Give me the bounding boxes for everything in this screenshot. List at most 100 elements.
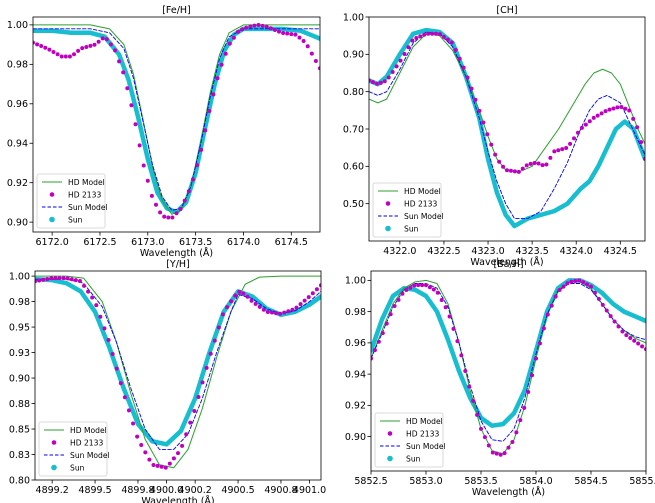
data-point	[121, 70, 126, 75]
data-point	[461, 65, 466, 70]
data-point	[61, 276, 66, 281]
data-point	[451, 326, 456, 331]
data-point	[76, 48, 81, 53]
data-point	[257, 304, 262, 309]
legend-label: HD 2133	[70, 439, 103, 448]
data-point	[223, 51, 228, 56]
y-tick-label: 0.90	[9, 373, 30, 384]
data-point	[57, 276, 62, 281]
x-tick-label: 4323.0	[471, 246, 504, 257]
data-point	[388, 312, 393, 317]
data-point	[126, 408, 131, 413]
data-point	[37, 278, 42, 283]
legend-swatch	[385, 201, 391, 206]
data-point	[318, 66, 320, 71]
data-point	[227, 41, 232, 46]
data-point	[596, 296, 601, 301]
x-tick-label: 4899.8	[121, 485, 154, 496]
axes-frame	[34, 270, 322, 481]
legend-label: HD 2133	[68, 191, 101, 200]
legend-label: Sun	[70, 464, 85, 473]
data-point	[599, 111, 604, 116]
data-point	[154, 202, 158, 207]
series-hd-2133	[35, 276, 321, 470]
data-point	[572, 136, 577, 141]
data-point	[380, 331, 385, 336]
data-point	[110, 352, 115, 357]
data-point	[314, 287, 319, 292]
data-point	[564, 146, 569, 151]
y-tick-label: 0.90	[343, 50, 364, 61]
data-point	[620, 329, 625, 334]
data-point	[310, 291, 315, 296]
plot-area	[33, 23, 320, 220]
data-point	[553, 294, 558, 299]
data-point	[520, 166, 525, 171]
legend-label: HD Model	[70, 426, 107, 435]
data-point	[182, 198, 187, 203]
y-tick-label: 0.80	[9, 475, 30, 486]
y-tick-label: 0.92	[7, 178, 28, 189]
data-point	[215, 76, 220, 81]
panel-title: [Ba/H]	[493, 259, 523, 270]
data-point	[481, 120, 486, 125]
data-point	[467, 384, 472, 389]
axes-frame	[370, 270, 647, 472]
y-tick-label: 0.50	[343, 199, 364, 210]
data-point	[268, 26, 273, 31]
data-point	[632, 338, 637, 343]
x-tick-label: 6174.0	[227, 237, 260, 248]
panel-4: [Ba/H] 5852.5 5853.0 5853.5 5854.0 5854.5 5855…	[345, 259, 655, 498]
legend-box	[36, 173, 106, 229]
data-point	[236, 29, 240, 34]
data-point	[301, 38, 306, 43]
data-point	[581, 280, 586, 285]
data-point	[568, 141, 573, 146]
x-tick-label: 5853.0	[409, 476, 442, 487]
data-point	[477, 108, 482, 113]
series-hd-model	[35, 275, 321, 469]
data-point	[207, 108, 212, 113]
data-point	[45, 277, 50, 282]
data-point	[35, 279, 37, 284]
data-point	[587, 119, 592, 124]
legend-swatch	[49, 216, 55, 223]
data-point	[67, 54, 72, 59]
legend-label: Sun	[68, 216, 83, 225]
data-point	[412, 283, 417, 288]
data-point	[237, 289, 242, 294]
data-point	[459, 353, 464, 358]
data-point	[245, 294, 250, 299]
x-tick-label: 6173.0	[131, 237, 164, 248]
data-point	[431, 287, 436, 292]
legend-swatch	[49, 192, 55, 197]
data-point	[524, 163, 529, 168]
data-point	[370, 80, 375, 85]
y-tick-label: 0.70	[343, 124, 364, 135]
plot-area	[371, 278, 646, 457]
data-point	[59, 54, 64, 59]
legend-swatch	[51, 440, 57, 445]
x-axis-label: Wavelength (Å)	[141, 495, 214, 503]
data-point	[575, 130, 580, 135]
axes-frame	[32, 16, 321, 233]
data-point	[309, 51, 314, 56]
legend-label: Sun Model	[406, 442, 446, 451]
legend-box	[372, 182, 442, 238]
data-point	[506, 445, 511, 450]
data-point	[447, 314, 452, 319]
data-point	[628, 335, 633, 340]
data-point	[118, 381, 123, 386]
data-point	[90, 295, 95, 300]
series-hd-2133	[371, 278, 646, 457]
data-point	[528, 161, 533, 166]
data-point	[482, 435, 487, 440]
series-hd-2133	[33, 23, 320, 220]
data-point	[489, 142, 494, 147]
data-point	[475, 412, 480, 417]
data-point	[600, 302, 605, 307]
data-point	[608, 314, 613, 319]
y-tick-label: 0.98	[7, 60, 28, 71]
data-point	[133, 122, 138, 127]
data-point	[220, 312, 225, 317]
